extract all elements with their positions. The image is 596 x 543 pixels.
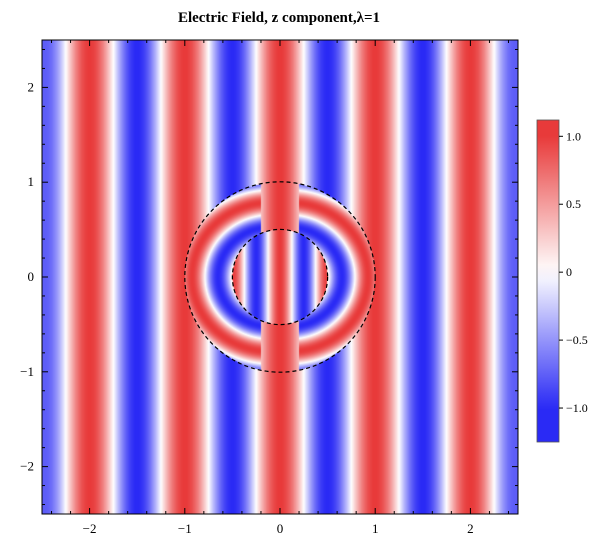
y-tick-label: −1 bbox=[20, 364, 34, 379]
y-tick-label: 2 bbox=[28, 79, 35, 94]
colorbar: 1.0 0.5 0 −0.5 −1.0 bbox=[536, 119, 588, 443]
x-tick-label: 2 bbox=[467, 521, 474, 536]
colorbar-tick-label: −1.0 bbox=[566, 401, 588, 415]
colorbar-tick-label: 0 bbox=[566, 265, 572, 279]
y-tick-label: 1 bbox=[28, 174, 35, 189]
heatmap-field-image bbox=[42, 40, 518, 514]
chart-title: Electric Field, z component,λ=1 bbox=[178, 10, 380, 26]
colorbar-tick-label: 0.5 bbox=[566, 197, 581, 211]
y-axis: −2 −1 0 1 2 bbox=[20, 48, 518, 506]
colorbar-tick-label: 1.0 bbox=[566, 129, 581, 143]
x-tick-label: −1 bbox=[178, 521, 192, 536]
y-tick-label: 0 bbox=[28, 269, 35, 284]
inner-boundary-circle bbox=[231, 228, 329, 326]
colorbar-ticks: 1.0 0.5 0 −0.5 −1.0 bbox=[559, 129, 588, 415]
x-tick-label: 0 bbox=[277, 521, 284, 536]
heatmap-plot-area bbox=[41, 39, 519, 515]
x-axis: −2 −1 0 1 2 bbox=[51, 40, 509, 536]
x-tick-label: 1 bbox=[372, 521, 379, 536]
colorbar-gradient bbox=[536, 119, 560, 443]
y-tick-label: −2 bbox=[20, 459, 34, 474]
x-tick-label: −2 bbox=[83, 521, 97, 536]
colorbar-tick-label: −0.5 bbox=[566, 333, 588, 347]
outer-boundary-circle bbox=[184, 181, 376, 373]
